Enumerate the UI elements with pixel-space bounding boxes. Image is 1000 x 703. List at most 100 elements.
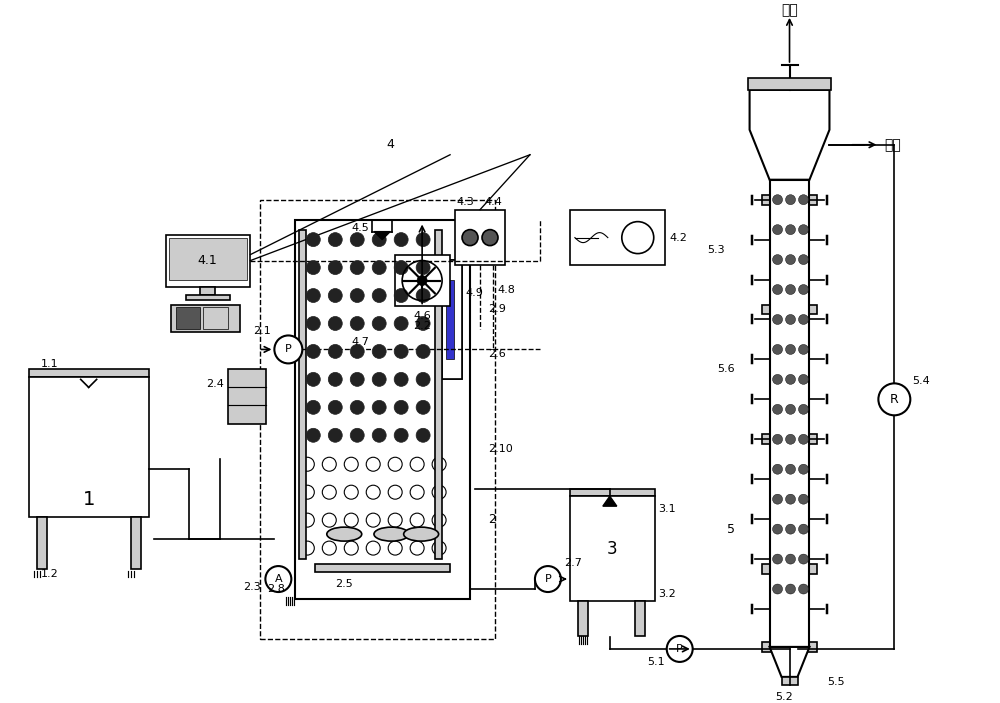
Circle shape — [388, 541, 402, 555]
Bar — [395, 254, 450, 307]
Circle shape — [799, 494, 808, 504]
Bar — [295, 219, 470, 599]
Circle shape — [350, 428, 364, 442]
Circle shape — [322, 485, 336, 499]
Circle shape — [773, 314, 783, 325]
Circle shape — [799, 225, 808, 235]
Bar — [260, 200, 495, 639]
Circle shape — [410, 457, 424, 471]
Circle shape — [328, 344, 342, 359]
Bar — [171, 304, 240, 333]
Circle shape — [366, 457, 380, 471]
Circle shape — [328, 373, 342, 387]
Circle shape — [416, 373, 430, 387]
Text: P: P — [285, 344, 292, 354]
Circle shape — [416, 261, 430, 275]
Circle shape — [388, 485, 402, 499]
Text: 2.4: 2.4 — [206, 380, 224, 389]
Circle shape — [394, 316, 408, 330]
Circle shape — [306, 288, 320, 302]
Text: 2.5: 2.5 — [335, 579, 353, 589]
Circle shape — [799, 254, 808, 264]
Circle shape — [300, 513, 314, 527]
Circle shape — [773, 285, 783, 295]
Circle shape — [773, 524, 783, 534]
Circle shape — [322, 457, 336, 471]
Polygon shape — [374, 231, 390, 240]
Circle shape — [799, 524, 808, 534]
Circle shape — [394, 233, 408, 247]
Circle shape — [344, 513, 358, 527]
Circle shape — [410, 513, 424, 527]
Bar — [29, 378, 149, 517]
Text: 4.3: 4.3 — [456, 197, 474, 207]
Circle shape — [416, 233, 430, 247]
Circle shape — [372, 344, 386, 359]
Circle shape — [432, 513, 446, 527]
Text: 4.8: 4.8 — [497, 285, 515, 295]
Circle shape — [328, 316, 342, 330]
Text: 1.1: 1.1 — [41, 359, 58, 369]
Bar — [762, 564, 817, 574]
Circle shape — [306, 428, 320, 442]
Bar — [442, 259, 462, 380]
Text: 2.8: 2.8 — [267, 584, 285, 594]
Bar — [782, 677, 798, 685]
Ellipse shape — [327, 527, 362, 541]
Circle shape — [300, 541, 314, 555]
Circle shape — [432, 485, 446, 499]
Bar — [228, 369, 266, 425]
Circle shape — [773, 584, 783, 594]
Circle shape — [306, 373, 320, 387]
Circle shape — [799, 195, 808, 205]
Text: 1: 1 — [82, 490, 95, 509]
Circle shape — [432, 457, 446, 471]
Polygon shape — [750, 90, 829, 180]
Circle shape — [799, 554, 808, 564]
Circle shape — [773, 464, 783, 475]
Bar — [186, 295, 230, 299]
Bar — [435, 230, 442, 559]
Bar — [635, 601, 645, 636]
Circle shape — [773, 375, 783, 385]
Circle shape — [773, 434, 783, 444]
Circle shape — [274, 335, 302, 363]
Circle shape — [786, 524, 796, 534]
Text: 2.3: 2.3 — [243, 582, 260, 592]
Circle shape — [388, 457, 402, 471]
Circle shape — [372, 428, 386, 442]
Circle shape — [306, 316, 320, 330]
Circle shape — [394, 288, 408, 302]
Circle shape — [328, 400, 342, 414]
Circle shape — [773, 254, 783, 264]
Polygon shape — [770, 647, 809, 677]
Bar — [37, 517, 47, 569]
Bar — [446, 280, 454, 359]
Circle shape — [394, 428, 408, 442]
Circle shape — [799, 434, 808, 444]
Circle shape — [786, 404, 796, 414]
Text: 4.7: 4.7 — [351, 337, 369, 347]
Circle shape — [786, 494, 796, 504]
Circle shape — [786, 464, 796, 475]
Text: 1.2: 1.2 — [41, 569, 59, 579]
Circle shape — [799, 375, 808, 385]
Bar — [748, 78, 831, 90]
Circle shape — [388, 513, 402, 527]
Bar — [762, 642, 817, 652]
Circle shape — [878, 383, 910, 415]
Circle shape — [350, 400, 364, 414]
Bar — [762, 195, 817, 205]
Circle shape — [372, 400, 386, 414]
Text: 5.1: 5.1 — [647, 657, 665, 667]
Circle shape — [432, 541, 446, 555]
Circle shape — [417, 276, 427, 285]
Text: 5.3: 5.3 — [707, 245, 725, 254]
Text: 2.7: 2.7 — [564, 558, 582, 568]
Circle shape — [416, 428, 430, 442]
Text: 2.6: 2.6 — [488, 349, 506, 359]
Circle shape — [366, 513, 380, 527]
Circle shape — [306, 400, 320, 414]
Circle shape — [350, 233, 364, 247]
Circle shape — [786, 254, 796, 264]
